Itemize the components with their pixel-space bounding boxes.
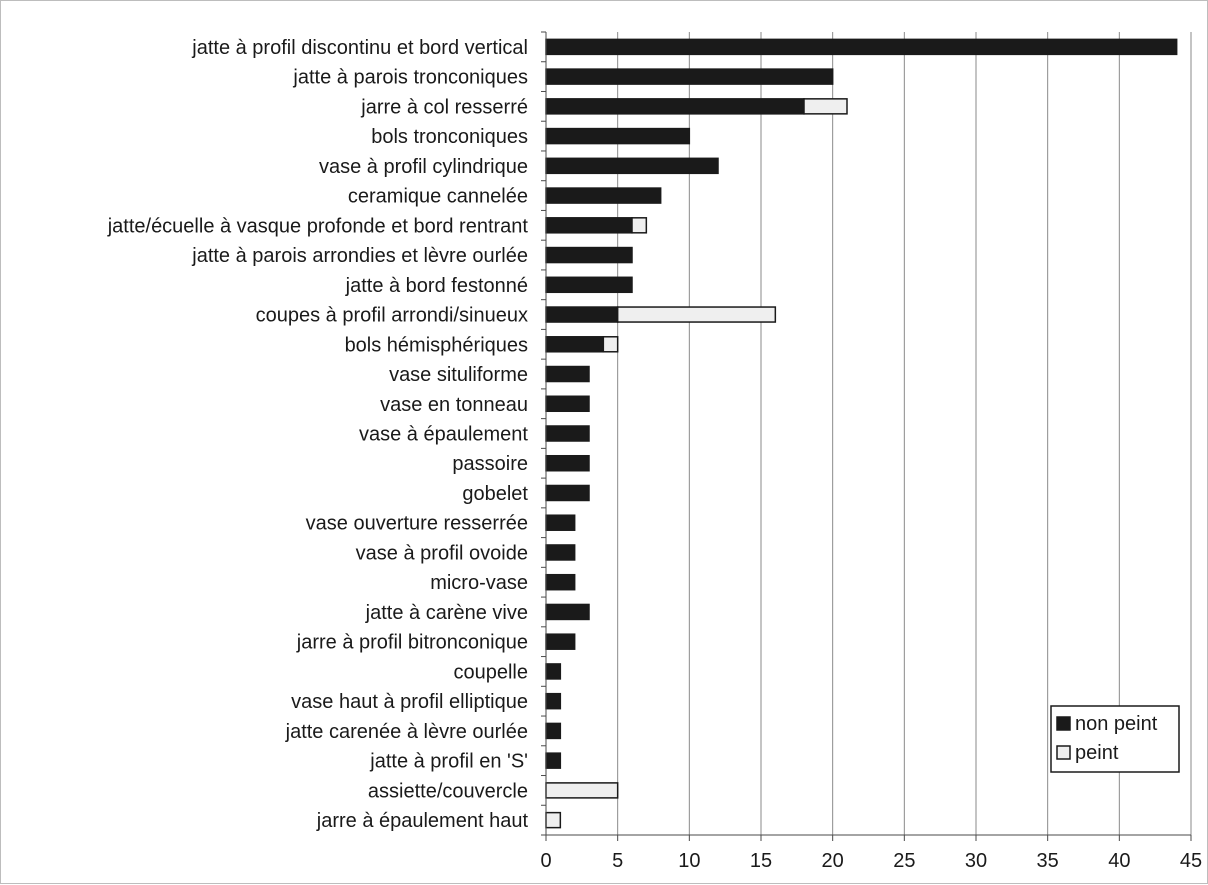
category-label: jatte à profil discontinu et bord vertic… <box>191 37 528 59</box>
category-label: jatte carenée à lèvre ourlée <box>285 721 528 743</box>
bar-non-peint <box>545 336 605 353</box>
category-label: vase en tonneau <box>380 394 528 416</box>
x-tick-label: 30 <box>965 850 987 872</box>
x-tick-label: 20 <box>822 850 844 872</box>
category-label: gobelet <box>462 483 528 505</box>
category-label: jarre à col resserré <box>360 96 528 118</box>
category-label: vase à profil cylindrique <box>319 156 528 178</box>
category-label: vase à profil ovoide <box>356 542 528 564</box>
legend: non peint peint <box>1050 705 1180 773</box>
legend-swatch <box>1056 745 1071 760</box>
bar-non-peint <box>545 454 590 472</box>
bar-non-peint <box>545 425 590 442</box>
category-label: bols tronconiques <box>371 126 528 148</box>
category-label: coupes à profil arrondi/sinueux <box>256 305 528 327</box>
category-label: jarre à profil bitronconique <box>296 632 528 654</box>
x-tick-label: 25 <box>893 850 915 872</box>
category-label: jarre à épaulement haut <box>316 810 529 832</box>
bar-peint <box>602 336 619 353</box>
category-label: vase à épaulement <box>359 424 528 446</box>
bar-non-peint <box>545 752 562 769</box>
x-tick-label: 40 <box>1108 850 1130 872</box>
category-label: bols hémisphériques <box>345 334 528 356</box>
axes <box>541 31 1192 841</box>
bar-peint <box>803 98 848 115</box>
x-tick-label: 5 <box>612 850 623 872</box>
category-label: passoire <box>452 453 528 475</box>
bar-peint <box>545 782 619 799</box>
legend-swatch <box>1056 716 1071 731</box>
bar-non-peint <box>545 127 691 145</box>
bar-peint <box>616 306 777 323</box>
legend-label: non peint <box>1075 713 1158 735</box>
category-label: vase situliforme <box>389 364 528 386</box>
x-tick-label: 45 <box>1180 850 1202 872</box>
bar-non-peint <box>545 722 562 740</box>
x-tick-label: 0 <box>540 850 551 872</box>
category-label: jatte/écuelle à vasque profonde et bord … <box>107 215 529 237</box>
bar-non-peint <box>545 98 805 115</box>
legend-label: peint <box>1075 742 1119 764</box>
category-labels: jatte à profil discontinu et bord vertic… <box>107 37 529 832</box>
bar-non-peint <box>545 395 590 413</box>
legend-box <box>1050 705 1180 773</box>
category-label: jatte à parois tronconiques <box>292 67 528 89</box>
category-label: vase ouverture resserrée <box>306 513 528 535</box>
bar-non-peint <box>545 38 1178 56</box>
bar-non-peint <box>545 484 590 502</box>
bar-non-peint <box>545 68 834 85</box>
bar-non-peint <box>545 187 662 204</box>
bar-peint <box>545 811 562 829</box>
category-label: assiette/couvercle <box>368 780 528 802</box>
bar-non-peint <box>545 633 576 650</box>
bar-non-peint <box>545 246 633 264</box>
category-label: jatte à carène vive <box>365 602 528 624</box>
category-label: jatte à parois arrondies et lèvre ourlée <box>191 245 528 267</box>
bar-non-peint <box>545 217 633 234</box>
bar-non-peint <box>545 692 562 710</box>
bar-non-peint <box>545 603 590 621</box>
category-label: micro-vase <box>430 572 528 594</box>
x-tick-labels: 0 5 10 15 20 25 30 35 40 45 <box>540 850 1202 872</box>
bar-peint <box>631 217 648 234</box>
bar-non-peint <box>545 157 719 175</box>
bar-non-peint <box>545 306 619 323</box>
category-label: jatte à profil en 'S' <box>369 751 528 773</box>
x-tick-label: 15 <box>750 850 772 872</box>
bar-non-peint <box>545 514 576 531</box>
category-label: vase haut à profil elliptique <box>291 691 528 713</box>
category-label: jatte à bord festonné <box>345 275 528 297</box>
bar-non-peint <box>545 544 576 561</box>
x-tick-label: 35 <box>1037 850 1059 872</box>
x-tick-label: 10 <box>678 850 700 872</box>
bar-non-peint <box>545 663 562 680</box>
category-label: ceramique cannelée <box>348 186 528 208</box>
bar-non-peint <box>545 276 633 294</box>
bar-non-peint <box>545 365 590 383</box>
category-label: coupelle <box>453 661 528 683</box>
bar-non-peint <box>545 573 576 591</box>
